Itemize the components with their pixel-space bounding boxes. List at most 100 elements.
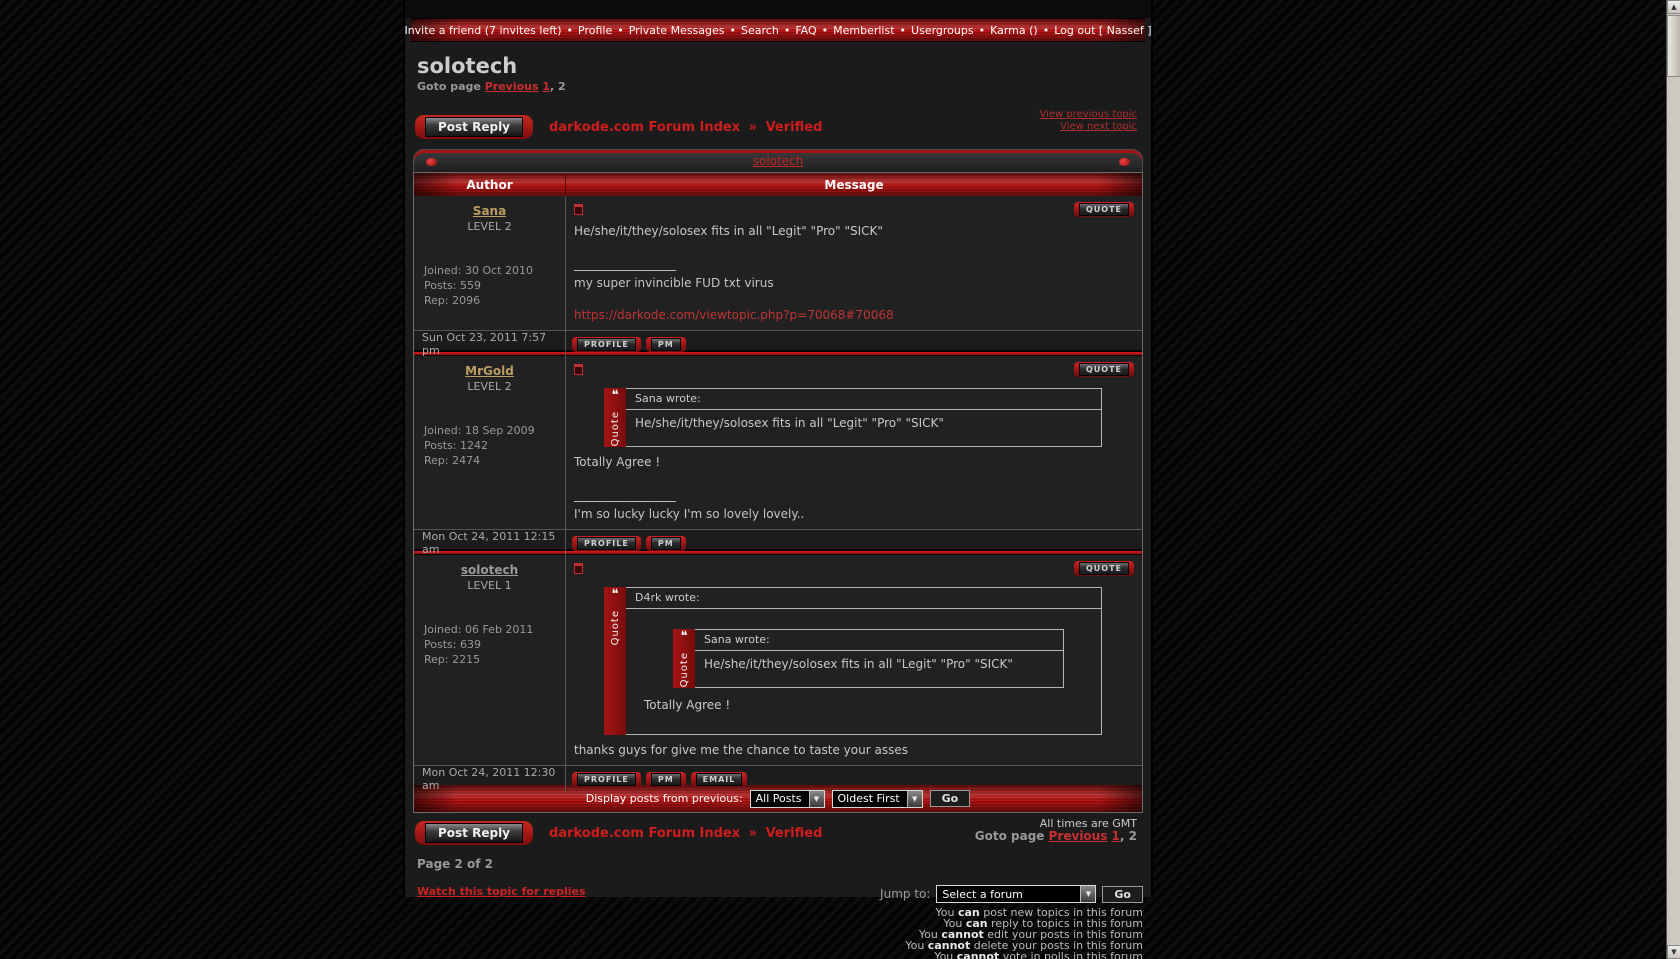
breadcrumb-section-link[interactable]: Verified [765,825,823,841]
post-icon [574,204,583,215]
author-column-header: Author [414,173,566,196]
breadcrumb-separator: » [748,119,758,135]
author-rep: Rep: 2215 [424,653,481,666]
quote-box: Sana wrote: He/she/it/they/solosex fits … [695,629,1064,688]
breadcrumb-forum-index-link[interactable]: darkode.com Forum Index [549,119,741,135]
author-link[interactable]: solotech [460,563,519,577]
display-go-button[interactable]: Go [929,790,971,807]
post-actions: PROFILE PM EMAIL [566,766,1142,792]
all-times-label: All times are GMT [1039,817,1137,830]
view-next-topic-link[interactable]: View next topic [1060,121,1137,132]
topic-header-bar: solotech [413,149,1143,172]
post-link[interactable]: https://darkode.com/viewtopic.php?p=7006… [574,308,894,322]
nav-separator: • [1042,23,1050,37]
signature-divider: _________________ [574,257,676,271]
post-reply-label: Post Reply [425,823,523,843]
chevron-down-icon[interactable]: ▼ [808,790,824,807]
display-posts-bar: Display posts from previous: All Posts ▼… [414,785,1142,812]
email-button[interactable]: EMAIL [690,771,748,787]
breadcrumb-separator: » [748,825,758,841]
permission-line: You cannot vote in polls in this forum [934,950,1143,959]
chevron-down-icon[interactable]: ▼ [1080,886,1096,902]
author-link[interactable]: Sana [472,204,507,218]
sort-order-select[interactable]: Oldest First ▼ [831,789,923,808]
jump-to-row: Jump to: Select a forum ▼ Go [880,885,1143,903]
scrollbar[interactable]: ▲ ▼ [1666,0,1680,959]
nav-logout[interactable]: Log out [ Nassef ] [1054,23,1152,37]
quote-block: ❝ Quote Sana wrote: He/she/it/they/solos… [604,388,1102,447]
breadcrumb: darkode.com Forum Index » Verified [549,826,822,841]
scroll-up-icon[interactable]: ▲ [1667,0,1680,14]
previous-page-link[interactable]: Previous [484,80,539,93]
post-separator [414,549,1142,555]
pm-button-label: PM [650,772,681,786]
post-reply-button[interactable]: Post Reply [415,821,533,845]
quote-box: D4rk wrote: ❝ Quote Sana wrote: [626,587,1102,735]
nav-faq[interactable]: FAQ [795,23,817,37]
quote-button[interactable]: QUOTE [1073,202,1134,217]
jump-go-button[interactable]: Go [1102,885,1143,903]
quote-button[interactable]: QUOTE [1073,362,1134,377]
nav-private-messages[interactable]: Private Messages [628,23,725,37]
previous-page-link[interactable]: Previous [1048,829,1108,843]
post-actions: PROFILE PM [566,331,1142,357]
post-row: solotech LEVEL 1 Joined: 06 Feb 2011 Pos… [414,555,1142,765]
scroll-down-icon[interactable]: ▼ [1667,945,1680,959]
permission-line: You can post new topics in this forum [935,906,1144,919]
post-reply-button[interactable]: Post Reply [415,115,533,139]
page-info: Page 2 of 2 [417,857,493,871]
scrollbar-thumb[interactable] [1667,15,1680,77]
quote-header: Sana wrote: [626,389,1101,410]
pm-button-label: PM [650,536,681,550]
post-date: Sun Oct 23, 2011 7:57 pm [414,331,566,357]
nav-usergroups[interactable]: Usergroups [911,23,974,37]
nav-invite-friend[interactable]: Invite a friend (7 invites left) [404,23,562,37]
footer-right-column: Jump to: Select a forum ▼ Go You can pos… [880,885,1143,959]
quote-strip: ❝ Quote [604,587,626,735]
nav-memberlist[interactable]: Memberlist [833,23,895,37]
page-1-link[interactable]: 1 [542,80,551,93]
message-cell: QUOTE He/she/it/they/solosex fits in all… [566,196,1142,330]
watch-topic-link[interactable]: Watch this topic for replies [417,885,586,898]
nav-separator: • [566,23,574,37]
breadcrumb-forum-index-link[interactable]: darkode.com Forum Index [549,825,741,841]
signature: my super invincible FUD txt virus [574,276,774,290]
quote-strip: ❝ Quote [604,388,626,447]
post-icon [574,364,583,375]
posts-filter-select[interactable]: All Posts ▼ [749,789,825,808]
breadcrumb-section-link[interactable]: Verified [765,119,823,135]
posts-filter-value: All Posts [755,792,802,805]
post-body: Totally Agree ! [574,455,661,469]
page-1-link[interactable]: 1 [1111,829,1120,843]
quote-button-label: QUOTE [1078,203,1129,216]
nav-search[interactable]: Search [741,23,779,37]
nav-profile[interactable]: Profile [578,23,613,37]
message-cell: QUOTE ❝ Quote D4rk wrote: [566,555,1142,765]
profile-button[interactable]: PROFILE [572,771,641,787]
quote-block: ❝ Quote D4rk wrote: ❝ Quote [604,587,1102,735]
pm-button[interactable]: PM [645,336,686,352]
profile-button[interactable]: PROFILE [572,336,641,352]
footer-zone: Watch this topic for replies Jump to: Se… [413,885,1143,959]
nav-karma[interactable]: Karma () [990,23,1038,37]
jump-to-select[interactable]: Select a forum ▼ [936,885,1097,903]
post-row: MrGold LEVEL 2 Joined: 18 Sep 2009 Posts… [414,356,1142,529]
post-actions: PROFILE PM [566,530,1142,556]
top-navbar: Invite a friend (7 invites left) • Profi… [404,18,1152,42]
view-previous-topic-link[interactable]: View previous topic [1039,109,1137,120]
pm-button[interactable]: PM [645,535,686,551]
forum-content-column: Invite a friend (7 invites left) • Profi… [403,0,1153,959]
chevron-down-icon[interactable]: ▼ [906,790,922,807]
author-level: LEVEL 2 [467,380,512,393]
goto-page-label: Goto page [417,80,481,93]
quote-vertical-label: Quote [609,411,621,447]
quote-button-label: QUOTE [1078,363,1129,376]
pagination-top: Goto page Previous 1, 2 [417,80,1143,93]
email-button-label: EMAIL [695,772,743,786]
post-date: Mon Oct 24, 2011 12:15 am [414,530,566,556]
quote-button[interactable]: QUOTE [1073,561,1134,576]
pm-button[interactable]: PM [645,771,686,787]
topic-title-link[interactable]: solotech [752,154,804,168]
profile-button[interactable]: PROFILE [572,535,641,551]
author-link[interactable]: MrGold [465,364,514,378]
